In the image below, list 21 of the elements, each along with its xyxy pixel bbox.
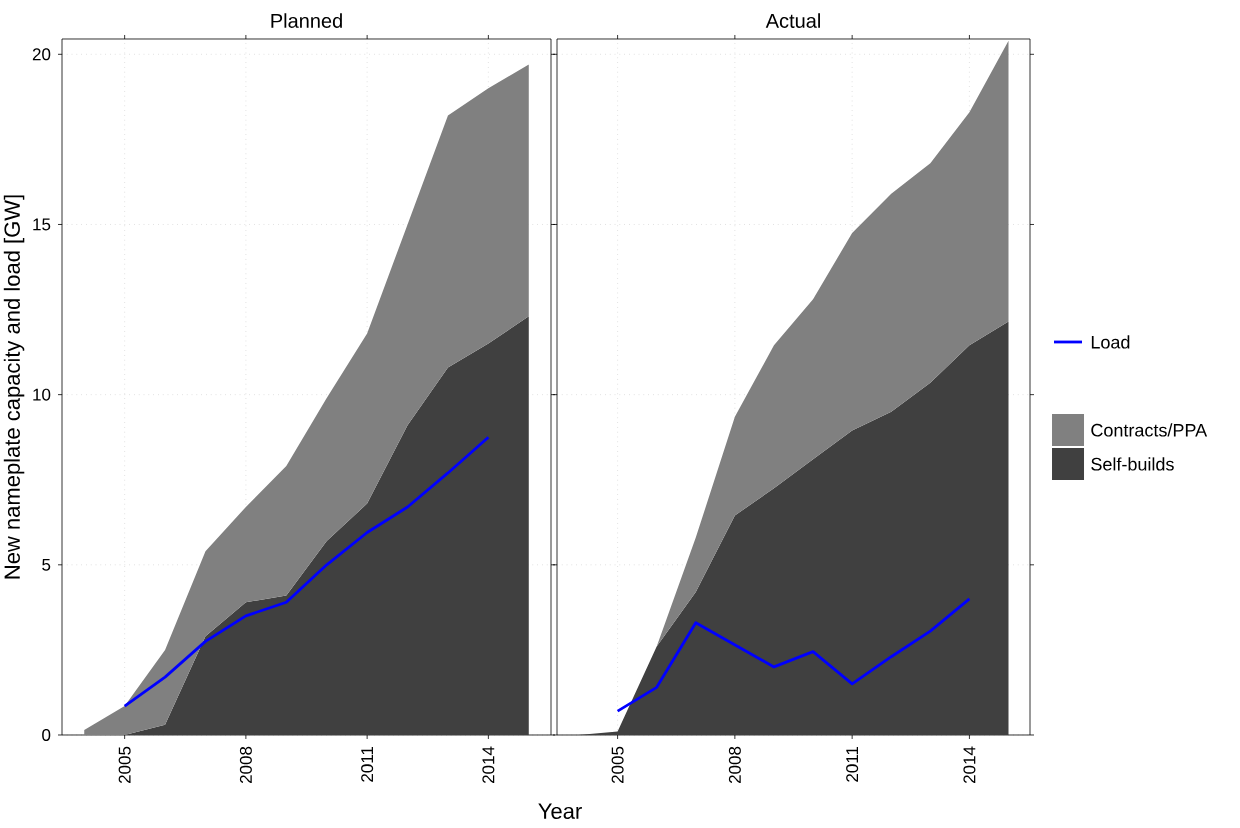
x-tick-label: 2014: [963, 746, 976, 784]
x-tick-label: 2014: [482, 746, 495, 784]
legend-label: Contracts/PPA: [1091, 423, 1208, 437]
x-tick-label: 2011: [361, 746, 374, 782]
legend-label: Self-builds: [1091, 457, 1174, 471]
y-tick-label: 5: [42, 558, 51, 571]
x-tick-label: 2008: [239, 746, 252, 784]
legend-label: Load: [1091, 335, 1130, 349]
y-tick-label: 15: [33, 218, 51, 231]
chart-title: Actual: [765, 13, 820, 28]
x-tick-label: 2005: [611, 746, 624, 784]
chart-title: Planned: [271, 13, 342, 28]
y-axis-title: New nameplate capacity and load [GW]: [3, 195, 25, 579]
y-tick-label: 20: [32, 48, 51, 61]
x-tick-label: 2011: [846, 746, 859, 782]
x-tick-label: 2008: [728, 746, 741, 784]
y-tick-label: 10: [33, 388, 51, 401]
x-tick-label: 2005: [118, 746, 131, 784]
line-series: [123, 435, 490, 708]
x-axis-title: Year: [538, 803, 582, 819]
y-tick-label: 0: [42, 728, 51, 741]
